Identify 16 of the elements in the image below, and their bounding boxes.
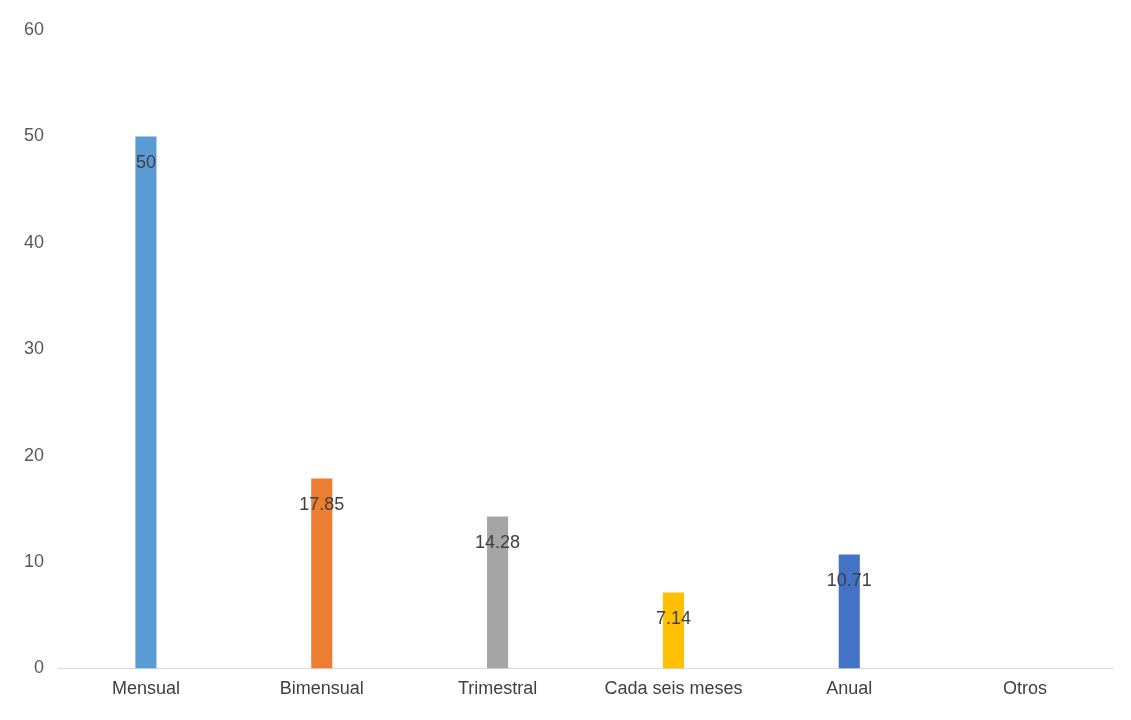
y-tick-label: 50 [23,125,45,146]
x-tick-label: Mensual [111,678,180,699]
bar [135,136,157,669]
data-label: 14.28 [475,532,521,553]
y-tick-label: 10 [23,550,45,571]
x-tick-label: Anual [826,678,873,699]
y-tick-label: 60 [23,18,45,39]
y-tick-label: 0 [34,657,45,678]
x-tick-label: Otros [1003,678,1048,699]
y-tick-label: 20 [23,444,45,465]
y-tick-label: 30 [23,338,45,359]
x-tick-label: Cada seis meses [604,678,743,699]
data-label: 50 [135,152,156,173]
x-tick-label: Trimestral [457,678,538,699]
x-tick-label: Bimensual [279,678,364,699]
y-tick-label: 40 [23,231,45,252]
